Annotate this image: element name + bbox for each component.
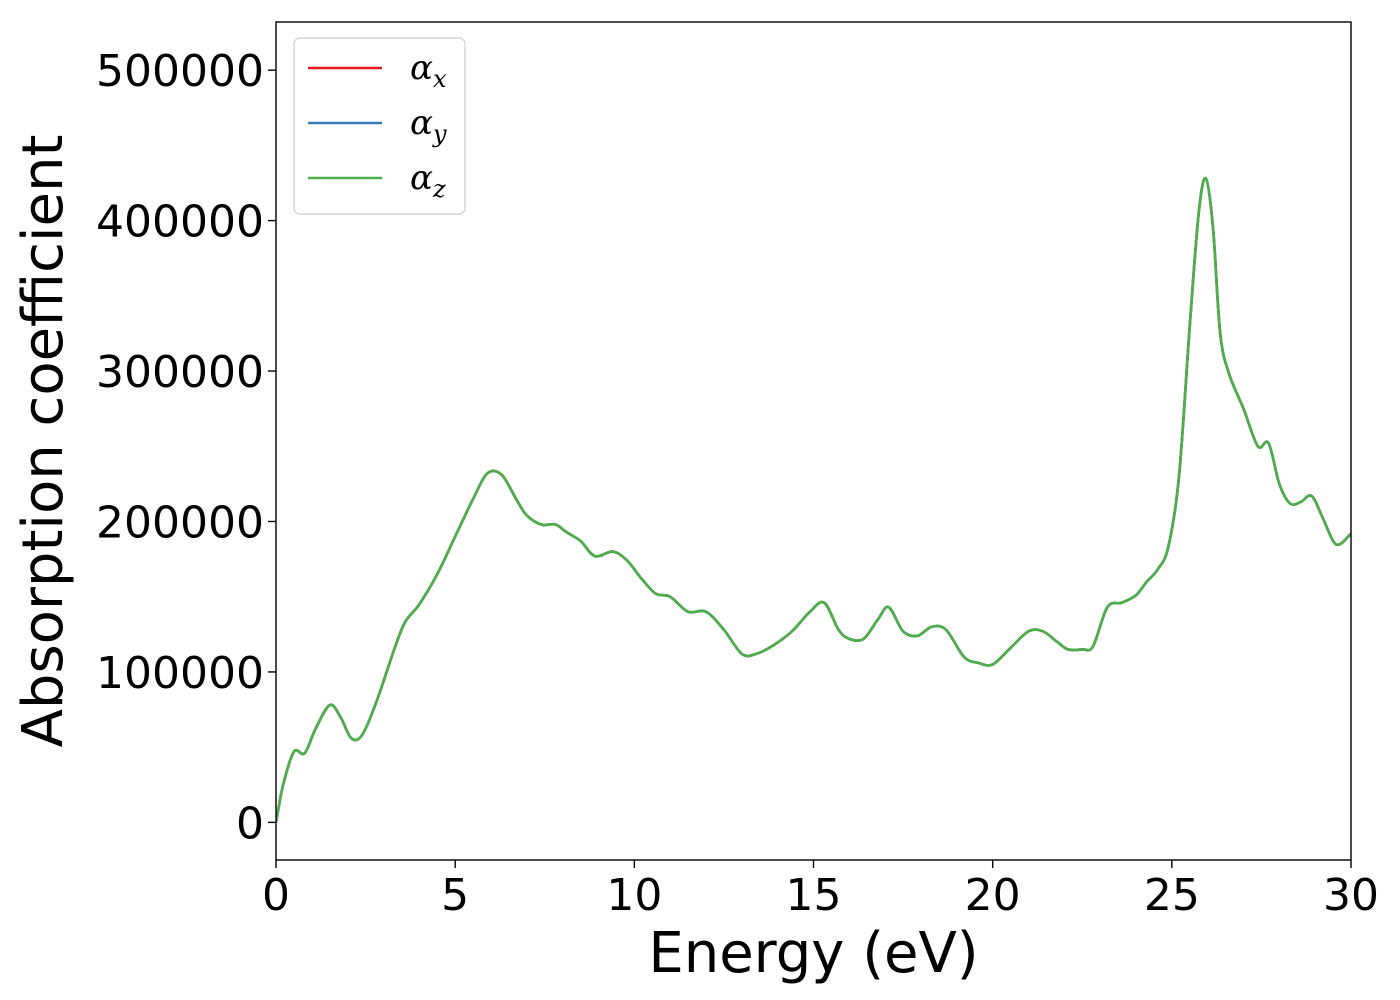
legend-box bbox=[293, 37, 466, 215]
x-tick-label: 5 bbox=[441, 870, 469, 921]
x-tick-label: 20 bbox=[965, 870, 1021, 921]
y-axis-title: Absorption coefficient bbox=[11, 135, 76, 748]
x-tick-label: 0 bbox=[262, 870, 290, 921]
plot-frame bbox=[275, 21, 1352, 861]
x-tick-label: 10 bbox=[606, 870, 662, 921]
x-axis-title: Energy (eV) bbox=[648, 921, 978, 986]
axis-ticks: 0 5 10 15 20 25 30 0 100000 200000 300000 400000 500… bbox=[96, 46, 1379, 921]
y-tick-label: 100000 bbox=[96, 648, 264, 699]
x-tick-label: 15 bbox=[786, 870, 842, 921]
y-tick-label: 500000 bbox=[96, 46, 264, 97]
x-tick-label: 25 bbox=[1144, 870, 1200, 921]
y-tick-label: 200000 bbox=[96, 497, 264, 548]
series-line-alpha-z bbox=[276, 176, 1351, 823]
plot-lines bbox=[276, 176, 1351, 823]
x-tick-label: 30 bbox=[1323, 870, 1379, 921]
y-tick-label: 400000 bbox=[96, 197, 264, 248]
y-tick-label: 300000 bbox=[96, 347, 264, 398]
legend-label-alpha-x: αx bbox=[410, 48, 447, 93]
y-tick-label: 0 bbox=[236, 798, 264, 849]
legend-label-alpha-z: αz bbox=[410, 158, 446, 203]
legend-label-alpha-y: αy bbox=[410, 103, 447, 148]
legend: αx αy αz bbox=[293, 37, 466, 215]
